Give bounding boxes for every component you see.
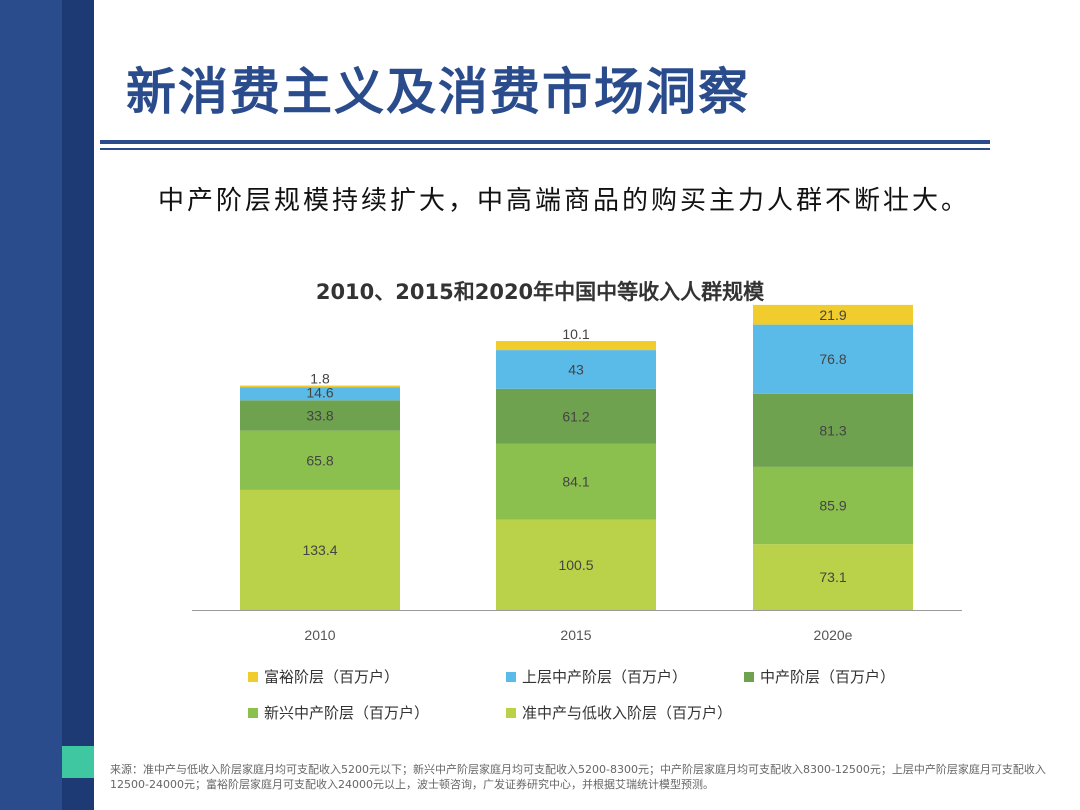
legend-item: 富裕阶层（百万户） <box>248 666 399 687</box>
chart-title: 2010、2015和2020年中国中等收入人群规模 <box>315 280 765 304</box>
bar-segment <box>240 489 400 610</box>
data-label: 76.8 <box>819 351 846 367</box>
data-label: 33.8 <box>306 408 333 424</box>
legend-label: 富裕阶层（百万户） <box>264 668 400 686</box>
legend-label: 上层中产阶层（百万户） <box>522 668 688 686</box>
legend-item: 中产阶层（百万户） <box>744 666 895 687</box>
bar-segment <box>240 387 400 401</box>
data-label: 81.3 <box>819 422 846 438</box>
data-label: 73.1 <box>819 569 846 585</box>
x-tick-label: 2015 <box>560 627 591 643</box>
legend-swatch <box>248 671 258 682</box>
corner-band-square <box>0 778 62 810</box>
bar-segment <box>753 304 913 325</box>
bar-segment <box>753 466 913 545</box>
legend-swatch <box>248 707 258 718</box>
data-label: 100.5 <box>558 557 593 573</box>
legend-item: 新兴中产阶层（百万户） <box>248 702 429 723</box>
bar-segment <box>240 385 400 388</box>
legend-label: 中产阶层（百万户） <box>760 668 896 686</box>
data-label: 21.9 <box>819 307 846 323</box>
bar-segment <box>753 393 913 467</box>
legend-swatch <box>744 671 754 682</box>
data-label: 85.9 <box>819 498 846 514</box>
corner-accent-square <box>62 746 94 778</box>
title-rule-thin <box>100 148 990 150</box>
bar-segment <box>240 430 400 490</box>
bar-segment <box>496 519 656 610</box>
sidebar-band <box>0 0 62 810</box>
sidebar-stripe <box>62 0 94 810</box>
slide-subtitle: 中产阶层规模持续扩大，中高端商品的购买主力人群不断壮大。 <box>158 186 971 216</box>
data-label: 133.4 <box>302 542 337 558</box>
legend-label: 准中产与低收入阶层（百万户） <box>522 704 733 722</box>
bar-segment <box>753 544 913 610</box>
bar-segment <box>496 350 656 389</box>
legend-swatch <box>506 671 516 682</box>
x-tick-label: 2010 <box>304 627 335 643</box>
data-label: 65.8 <box>306 452 333 468</box>
bar-segment <box>496 443 656 520</box>
data-label: 1.8 <box>310 371 330 387</box>
bar-segment <box>496 388 656 444</box>
stacked-bar-chart: 133.4 65.8 33.8 14.61.8 2010 100.5 84.1 61.2 43 1… <box>192 304 962 643</box>
data-label: 43 <box>568 361 584 377</box>
legend-label: 新兴中产阶层（百万户） <box>264 704 430 722</box>
data-label: 61.2 <box>562 408 589 424</box>
legend-swatch <box>506 707 516 718</box>
data-label: 10.1 <box>562 326 589 342</box>
legend-item: 准中产与低收入阶层（百万户） <box>506 702 732 723</box>
data-label: 84.1 <box>562 474 589 490</box>
bar-segment <box>240 400 400 431</box>
bar-segment <box>753 324 913 394</box>
slide-title: 新消费主义及消费市场洞察 <box>126 62 750 121</box>
bar-segment <box>496 340 656 351</box>
x-tick-label: 2020e <box>814 627 853 643</box>
title-rule <box>100 140 990 144</box>
source-note: 来源：准中产与低收入阶层家庭月均可支配收入5200元以下；新兴中产阶层家庭月均可… <box>110 763 1046 791</box>
legend-item: 上层中产阶层（百万户） <box>506 666 687 687</box>
data-label: 14.6 <box>306 385 333 401</box>
